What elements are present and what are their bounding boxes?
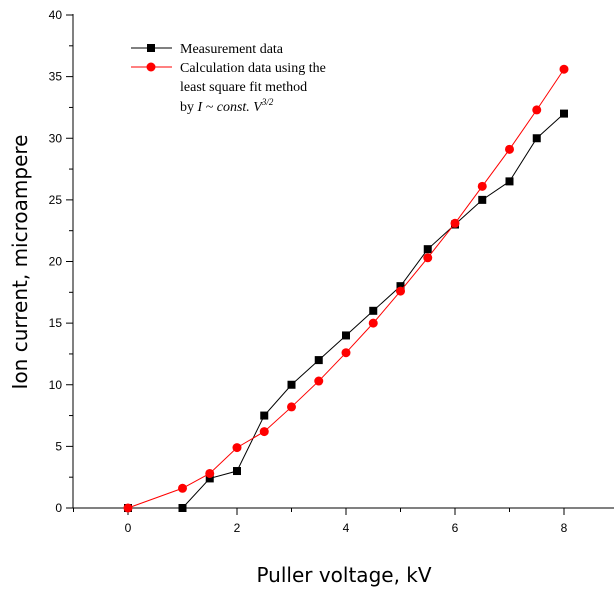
y-tick-label: 25 — [49, 193, 63, 207]
calculation-point — [532, 105, 542, 115]
measurement-point — [178, 504, 187, 512]
y-tick-label: 10 — [49, 378, 63, 392]
measurement-line — [128, 113, 565, 509]
calculation-point — [450, 218, 460, 228]
measurement-point — [342, 331, 350, 340]
measurement-point — [532, 134, 541, 143]
calculation-point — [178, 483, 187, 493]
calculation-line — [127, 68, 565, 509]
legend-calculation-label-line1: Calculation data using the — [180, 61, 326, 76]
measurement-point — [505, 177, 514, 186]
x-axis-title: Puller voltage, kV — [256, 563, 431, 587]
legend-calculation-marker — [146, 62, 156, 72]
legend-calculation-formula: I ~ const. V — [197, 100, 264, 115]
legend-calculation-label-line2: least square fit method — [180, 80, 307, 95]
calculation-point — [123, 503, 133, 513]
y-tick-label: 0 — [55, 501, 62, 515]
calculation-point — [314, 376, 324, 386]
measurement-point — [560, 109, 568, 118]
calculation-point — [396, 286, 405, 296]
legend-calculation-exponent: 3/2 — [261, 97, 274, 107]
measurement-point — [478, 195, 487, 204]
measurement-point — [260, 411, 269, 420]
x-tick-label: 8 — [561, 521, 568, 535]
x-tick-label: 6 — [452, 521, 459, 535]
calculation-point — [423, 253, 433, 263]
legend-calculation-label-line3: by I ~ const. V3/2 — [180, 97, 274, 115]
calculation-point — [287, 402, 296, 412]
x-ticks: 0 2 4 6 8 — [73, 508, 568, 535]
measurement-point — [423, 245, 432, 254]
legend-calculation-by: by — [180, 100, 198, 115]
calculation-point — [559, 64, 569, 74]
legend-measurement-label: Measurement data — [180, 42, 284, 57]
measurement-point — [205, 474, 214, 483]
y-axis-title: Ion current, microampere — [8, 135, 32, 390]
calculation-point — [205, 468, 215, 478]
measurement-point — [287, 380, 296, 389]
series-calculation — [123, 64, 569, 513]
calculation-point — [259, 427, 269, 437]
calculation-point — [477, 181, 487, 191]
measurement-point — [369, 306, 378, 315]
calculation-point — [232, 443, 242, 453]
x-tick-label: 2 — [234, 521, 241, 535]
measurement-point — [233, 467, 241, 476]
calculation-point — [341, 348, 351, 358]
series-measurement — [124, 109, 568, 512]
y-tick-label: 20 — [49, 255, 63, 269]
measurement-point — [396, 282, 405, 291]
y-ticks: 0 5 10 15 20 25 30 35 40 — [49, 8, 73, 515]
calculation-point — [505, 144, 514, 154]
y-tick-label: 15 — [49, 316, 63, 330]
legend: Measurement data Calculation data using … — [131, 42, 326, 115]
y-tick-label: 35 — [49, 70, 63, 84]
calculation-point — [368, 318, 378, 328]
measurement-point — [314, 356, 323, 365]
y-tick-label: 40 — [49, 8, 63, 22]
y-tick-label: 5 — [55, 439, 62, 453]
x-tick-label: 4 — [343, 521, 350, 535]
legend-measurement-marker — [147, 44, 155, 52]
x-tick-label: 0 — [125, 521, 132, 535]
y-tick-label: 30 — [49, 131, 63, 145]
